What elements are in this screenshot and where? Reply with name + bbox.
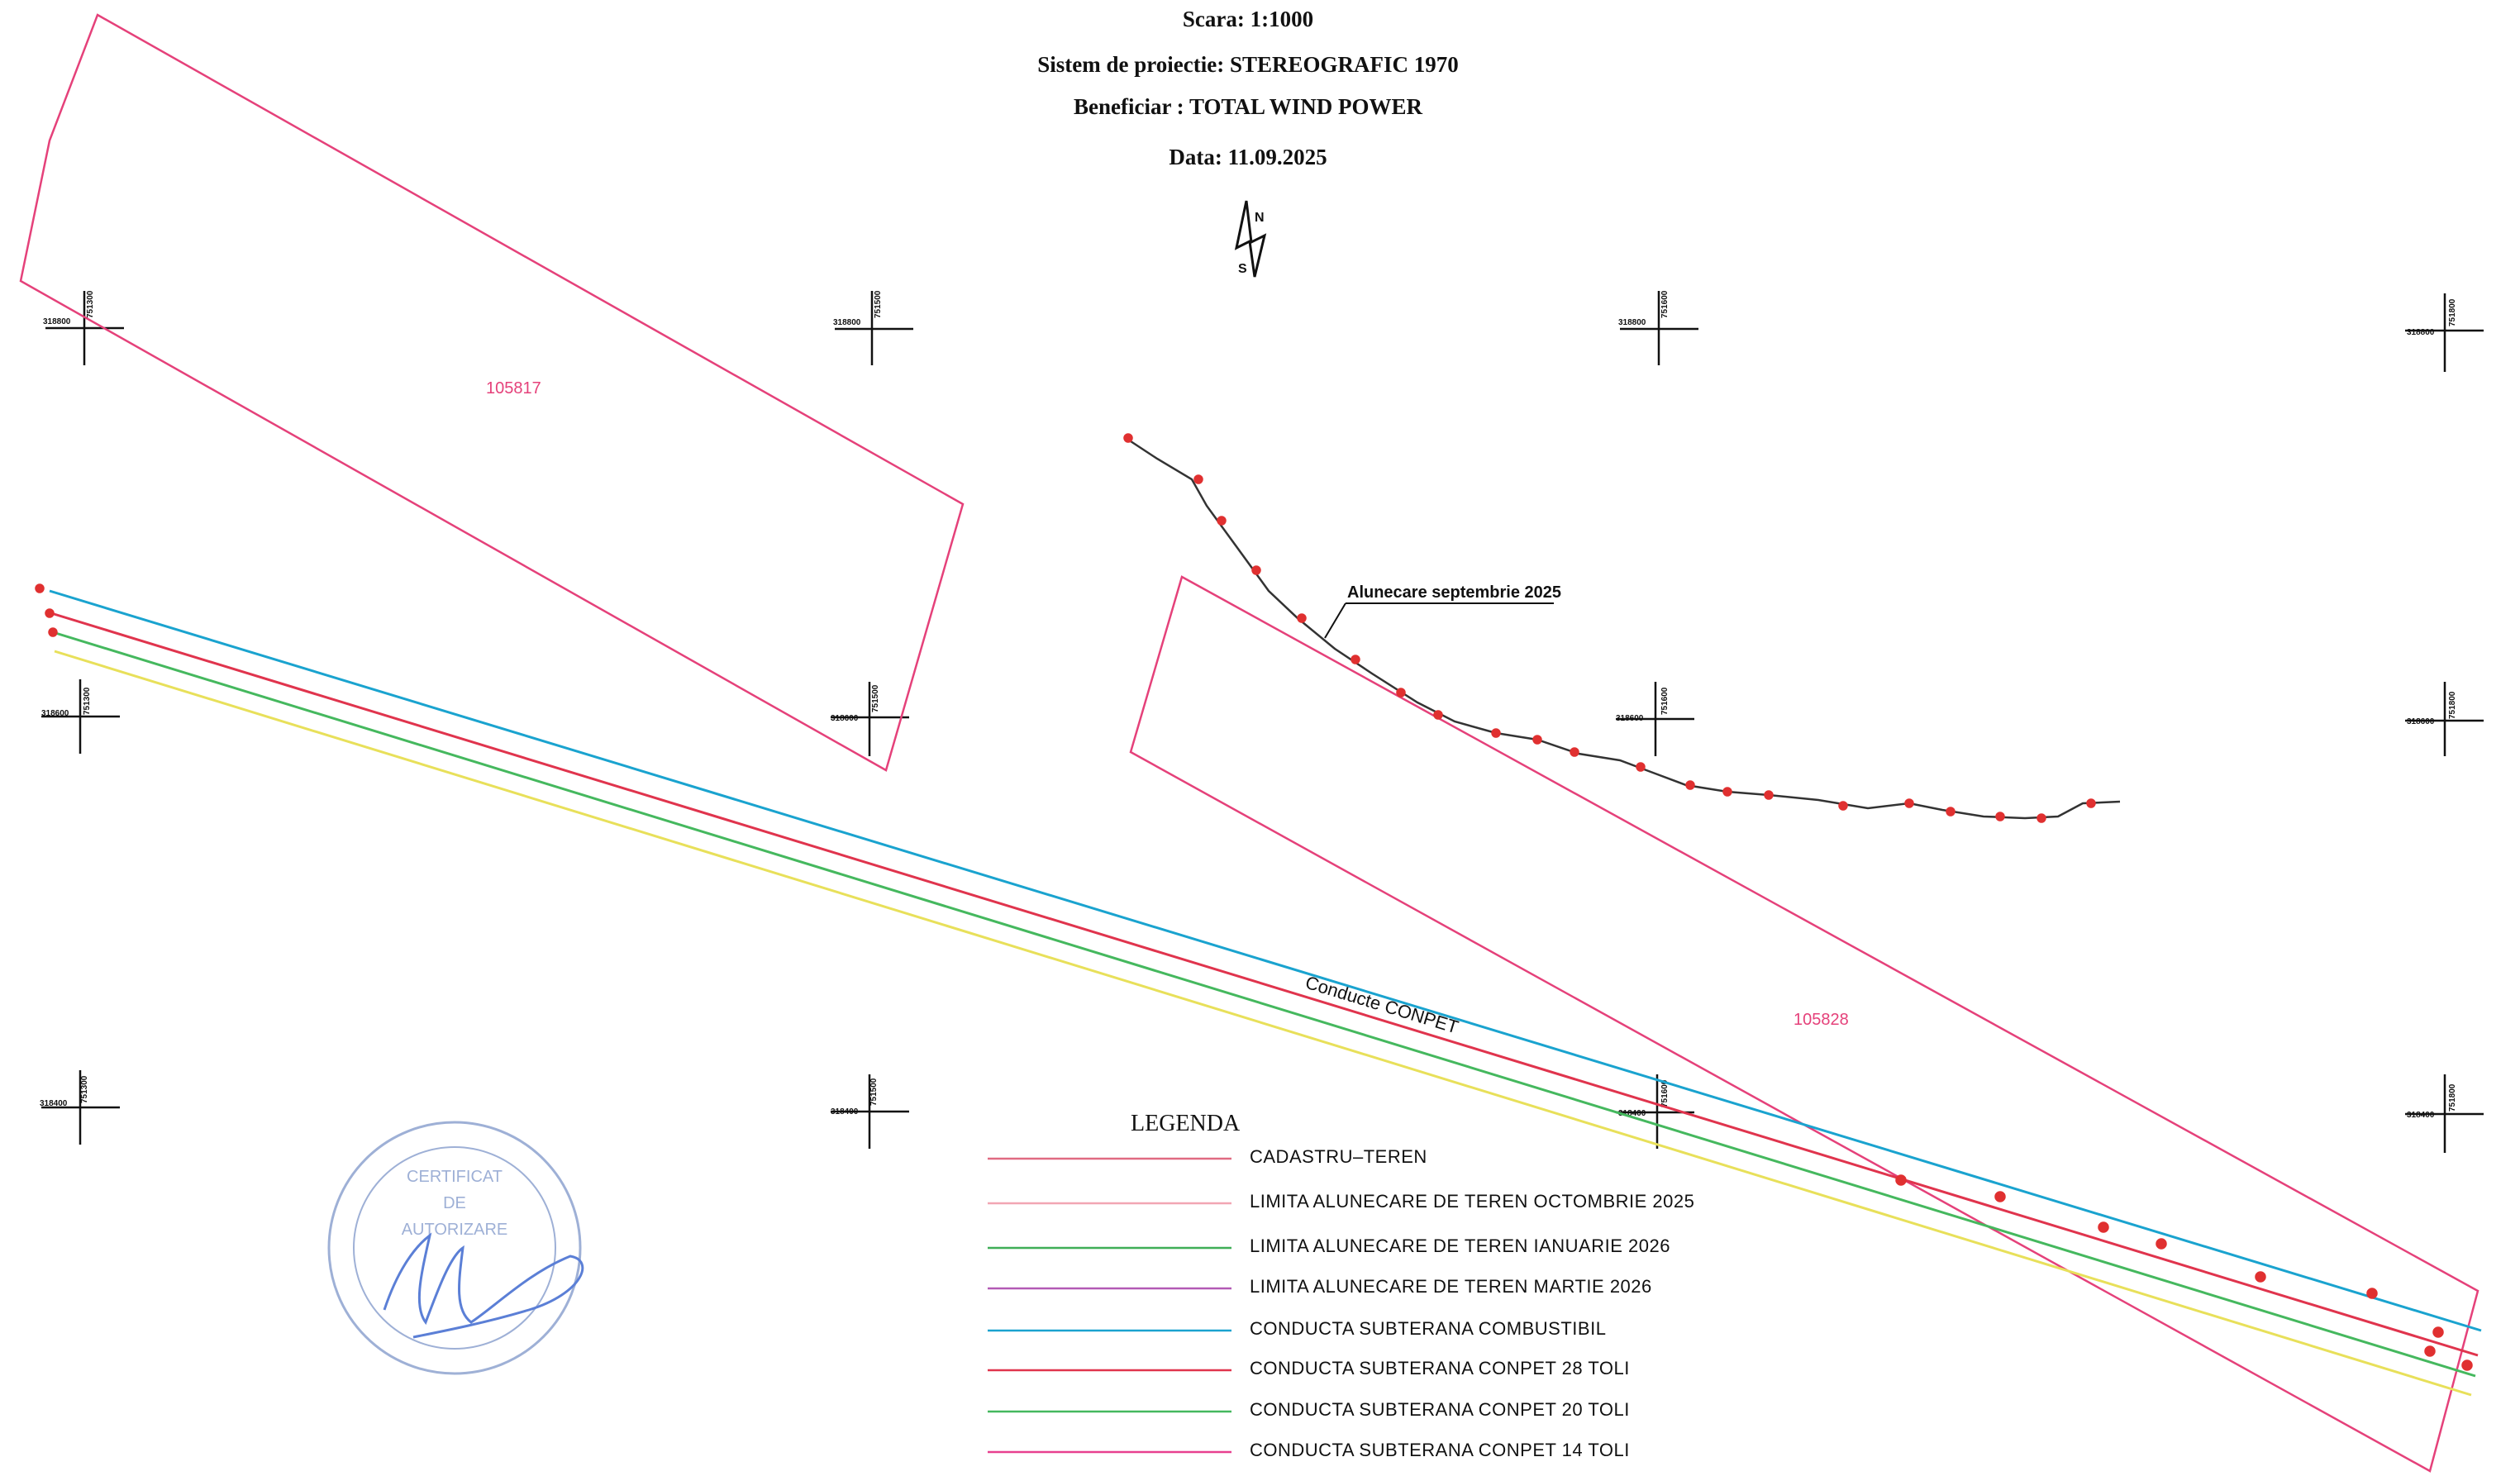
north-arrow-n: N bbox=[1255, 211, 1265, 225]
landslide-leader bbox=[1324, 602, 1346, 639]
parcel-105828-boundary bbox=[1129, 575, 2480, 1473]
legend-item: CADASTRU–TEREN bbox=[1250, 1146, 1427, 1167]
grid-label-vertical: 751600 bbox=[1660, 1079, 1670, 1107]
pipe-conpet-14-line bbox=[54, 650, 2472, 1397]
legend: LEGENDA CADASTRU–TEREN LIMITA ALUNECARE … bbox=[988, 1111, 1694, 1460]
grid-label-vertical: 751800 bbox=[2448, 1083, 2457, 1112]
grid-label: 318600 bbox=[831, 714, 859, 723]
grid-label-vertical: 751600 bbox=[1660, 687, 1670, 715]
grid-label: 318800 bbox=[833, 318, 861, 327]
grid-label-vertical: 751600 bbox=[1660, 290, 1670, 318]
projection-system: Sistem de proiectie: STEREOGRAFIC 1970 bbox=[1037, 52, 1459, 77]
legend-item: LIMITA ALUNECARE DE TEREN MARTIE 2026 bbox=[1250, 1276, 1652, 1297]
survey-marks bbox=[35, 433, 2473, 1371]
grid-label-vertical: 751800 bbox=[2448, 298, 2457, 326]
map-scale: Scara: 1:1000 bbox=[1182, 7, 1314, 31]
parcel-label-105817: 105817 bbox=[486, 379, 541, 398]
legend-item: LIMITA ALUNECARE DE TEREN OCTOMBRIE 2025 bbox=[1250, 1191, 1694, 1212]
grid-label: 318800 bbox=[2407, 328, 2435, 337]
pipelines bbox=[49, 589, 2482, 1397]
legend-item: CONDUCTA SUBTERANA CONPET 20 TOLI bbox=[1250, 1399, 1630, 1420]
stamp-line-1: CERTIFICAT bbox=[407, 1168, 503, 1186]
legend-title: LEGENDA bbox=[1131, 1111, 1241, 1136]
parcel-105817-boundary bbox=[19, 13, 965, 772]
grid-label-vertical: 751300 bbox=[80, 1075, 89, 1103]
north-arrow-icon: N S bbox=[1234, 200, 1267, 278]
grid-label: 318600 bbox=[41, 709, 69, 718]
stamp-line-3: AUTORIZARE bbox=[402, 1221, 508, 1239]
grid-label-vertical: 751500 bbox=[874, 290, 883, 318]
grid-label-vertical: 751500 bbox=[871, 684, 880, 712]
grid-label-vertical: 751800 bbox=[2448, 691, 2457, 719]
signature-icon bbox=[383, 1232, 584, 1339]
legend-item: CONDUCTA SUBTERANA COMBUSTIBIL bbox=[1250, 1318, 1606, 1339]
legend-item: LIMITA ALUNECARE DE TEREN IANUARIE 2026 bbox=[1250, 1236, 1670, 1256]
north-arrow-s: S bbox=[1238, 262, 1247, 276]
legend-item: CONDUCTA SUBTERANA CONPET 14 TOLI bbox=[1250, 1440, 1630, 1460]
grid-label: 318400 bbox=[831, 1107, 859, 1117]
grid-label: 318400 bbox=[40, 1099, 68, 1108]
legend-item: CONDUCTA SUBTERANA CONPET 28 TOLI bbox=[1250, 1358, 1630, 1378]
grid-label: 318800 bbox=[1618, 318, 1646, 327]
pipe-fuel-line bbox=[49, 589, 2482, 1332]
pipelines-annotation: Conducte CONPET bbox=[1303, 972, 1461, 1038]
landslide-annotation: Alunecare septembrie 2025 bbox=[1347, 583, 1561, 602]
grid-label: 318400 bbox=[2407, 1111, 2435, 1120]
pipe-conpet-20-line bbox=[52, 631, 2476, 1378]
beneficiary: Beneficiar : TOTAL WIND POWER bbox=[1073, 94, 1423, 119]
pipe-conpet-28-line bbox=[50, 612, 2479, 1357]
parcel-label-105828: 105828 bbox=[1794, 1011, 1849, 1029]
coordinate-grid bbox=[41, 291, 2484, 1153]
grid-label-vertical: 751300 bbox=[86, 290, 95, 318]
stamp-line-2: DE bbox=[443, 1194, 466, 1212]
grid-label-vertical: 751300 bbox=[83, 687, 92, 715]
grid-label-vertical: 751500 bbox=[869, 1078, 879, 1106]
grid-label: 318400 bbox=[1618, 1109, 1646, 1118]
grid-label: 318600 bbox=[2407, 717, 2435, 726]
plan-date: Data: 11.09.2025 bbox=[1169, 145, 1327, 169]
grid-labels: 318800 318800 318800 318800 318600 31860… bbox=[40, 290, 2457, 1120]
authorization-stamp: CERTIFICAT DE AUTORIZARE bbox=[327, 1121, 582, 1375]
grid-label: 318600 bbox=[1616, 714, 1644, 723]
grid-label: 318800 bbox=[43, 317, 71, 326]
